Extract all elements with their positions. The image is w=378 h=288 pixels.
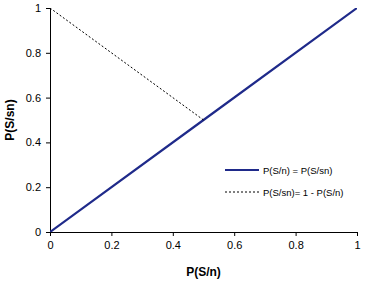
series-line [50, 8, 204, 120]
y-tick: 0.4 [26, 136, 50, 148]
x-tick-mark [173, 232, 174, 236]
series-line [50, 8, 357, 232]
x-tick-mark [111, 232, 112, 236]
x-tick: 0.4 [166, 232, 181, 251]
y-tick-label: 0.4 [26, 136, 41, 148]
y-tick-label: 0 [35, 226, 41, 238]
x-tick-label: 0.8 [288, 239, 303, 251]
legend-swatch [225, 192, 259, 193]
x-tick: 0.8 [288, 232, 303, 251]
y-tick: 0.8 [26, 47, 50, 59]
y-tick: 0.2 [26, 181, 50, 193]
legend-label: P(S/n) = P(S/sn) [263, 165, 332, 176]
y-tick: 0.6 [26, 92, 50, 104]
chart: 0 0.2 0.4 0.6 0.8 1 0 0.2 0.4 0.6 0.8 1 P(S/n) P(S/sn… [0, 0, 378, 288]
x-tick: 0 [47, 232, 53, 251]
x-axis-line [51, 233, 358, 237]
x-axis-title: P(S/n) [186, 265, 221, 279]
y-tick-mark [46, 187, 50, 188]
x-tick-label: 0.6 [227, 239, 242, 251]
legend-label: P(S/sn)= 1 - P(S/n) [263, 187, 344, 198]
y-tick: 1 [35, 2, 50, 14]
series-lines [50, 8, 357, 232]
y-tick-mark [46, 142, 50, 143]
y-tick-label: 1 [35, 2, 41, 14]
x-axis: 0 0.2 0.4 0.6 0.8 1 [47, 232, 360, 251]
x-tick-mark [234, 232, 235, 236]
y-tick-mark [46, 98, 50, 99]
legend-swatch [225, 169, 259, 171]
y-tick: 0 [35, 226, 50, 238]
y-tick-mark [46, 8, 50, 9]
y-axis-line [46, 9, 51, 233]
x-tick: 0.6 [227, 232, 242, 251]
y-tick-label: 0.6 [26, 92, 41, 104]
y-axis-title: P(S/sn) [3, 99, 17, 140]
legend: P(S/n) = P(S/sn) P(S/sn)= 1 - P(S/n) [225, 165, 344, 198]
plot: 0 0.2 0.4 0.6 0.8 1 0 0.2 0.4 0.6 0.8 1 [26, 2, 361, 251]
y-tick-label: 0.8 [26, 47, 41, 59]
y-axis: 0 0.2 0.4 0.6 0.8 1 [26, 2, 51, 238]
x-tick-label: 0 [47, 239, 53, 251]
x-tick: 1 [354, 232, 360, 251]
x-tick-label: 1 [354, 239, 360, 251]
y-tick-mark [46, 232, 50, 233]
x-tick-label: 0.2 [104, 239, 119, 251]
y-tick-mark [46, 53, 50, 54]
x-tick-mark [357, 232, 358, 236]
x-tick-mark [296, 232, 297, 236]
x-tick-label: 0.4 [166, 239, 181, 251]
x-tick: 0.2 [104, 232, 119, 251]
y-tick-label: 0.2 [26, 181, 41, 193]
